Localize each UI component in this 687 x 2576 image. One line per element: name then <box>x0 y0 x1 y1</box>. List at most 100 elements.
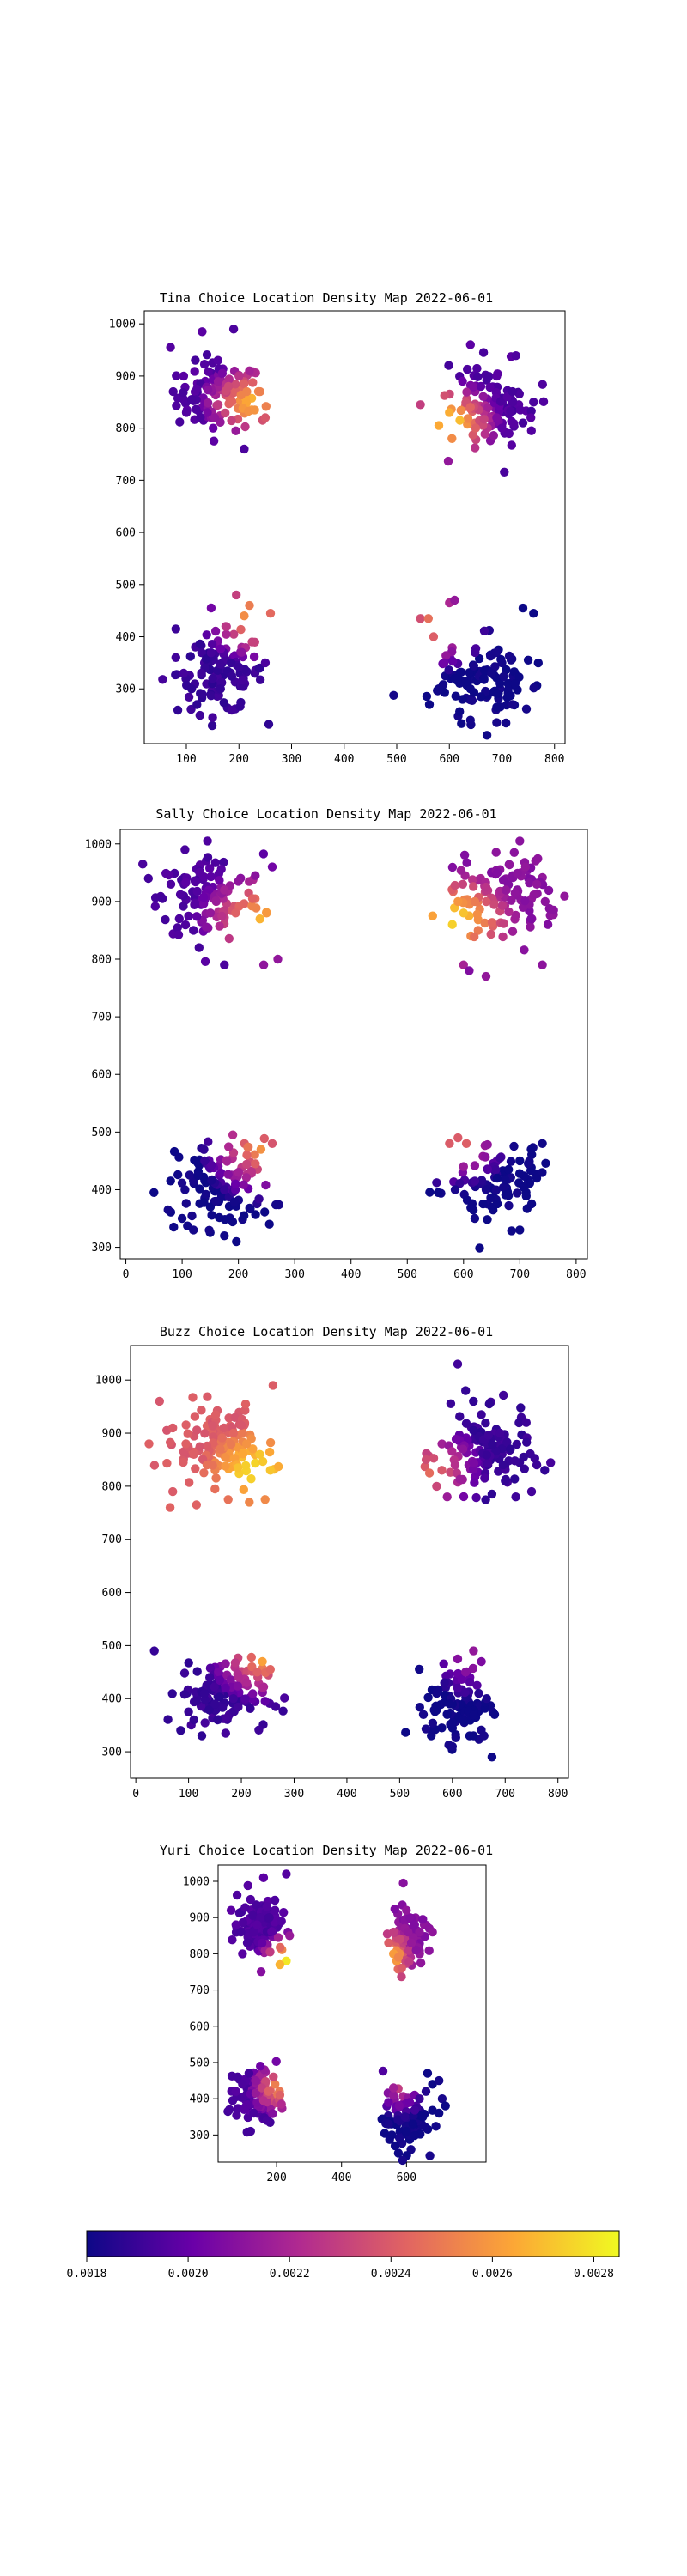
data-point <box>204 1137 213 1146</box>
data-point <box>191 355 200 365</box>
data-point <box>192 1425 202 1435</box>
data-point <box>469 1396 478 1406</box>
data-point <box>262 1902 271 1911</box>
data-point <box>264 720 274 729</box>
data-point <box>455 707 465 716</box>
data-point <box>188 1393 198 1402</box>
data-point <box>247 894 258 903</box>
data-point <box>526 406 536 416</box>
data-point <box>465 715 475 725</box>
data-point <box>173 930 184 939</box>
data-point <box>495 1153 505 1163</box>
data-point <box>467 1199 477 1208</box>
data-point <box>185 1478 194 1487</box>
data-point <box>240 1211 249 1220</box>
data-point <box>529 890 538 900</box>
data-point <box>418 2112 428 2122</box>
data-point <box>279 1908 289 1917</box>
y-tick-label: 500 <box>116 579 136 592</box>
data-point <box>180 845 190 854</box>
data-point <box>469 382 478 392</box>
data-point <box>215 1212 224 1223</box>
data-point <box>220 960 229 969</box>
data-point <box>429 1454 439 1463</box>
data-point <box>271 2057 281 2066</box>
data-point <box>378 2066 388 2076</box>
y-tick-label: 1000 <box>85 838 112 851</box>
x-tick-label: 400 <box>331 2172 351 2184</box>
data-point <box>538 380 547 389</box>
data-point <box>248 378 258 387</box>
data-point <box>199 360 210 369</box>
data-point <box>267 1139 277 1149</box>
data-point <box>513 1188 522 1198</box>
data-point <box>507 440 516 450</box>
data-point <box>521 704 532 714</box>
data-point <box>463 364 472 374</box>
data-point <box>468 1663 478 1674</box>
data-point <box>192 1500 201 1510</box>
data-point <box>471 1492 481 1503</box>
data-point <box>181 408 192 417</box>
data-point <box>221 1659 230 1668</box>
data-point <box>209 436 219 446</box>
data-point <box>250 405 259 415</box>
x-axis-ticks: 0 100 200 300 400 500 600 700 800 <box>123 1259 587 1281</box>
data-point <box>487 1489 497 1499</box>
data-point <box>525 878 534 888</box>
data-point <box>492 868 502 878</box>
data-point <box>497 901 508 910</box>
data-point <box>472 909 482 920</box>
data-point <box>509 848 519 857</box>
data-point <box>469 1710 478 1720</box>
data-point <box>415 1703 424 1712</box>
data-point <box>458 695 467 704</box>
data-point <box>470 1161 480 1170</box>
data-point <box>180 1185 190 1194</box>
data-point <box>499 1182 508 1193</box>
data-point <box>416 614 425 623</box>
data-point <box>444 361 453 370</box>
data-point <box>532 879 542 890</box>
data-point <box>442 1710 452 1720</box>
data-point <box>184 1658 193 1668</box>
data-point <box>470 1213 480 1224</box>
data-point <box>423 1692 433 1703</box>
data-point <box>193 1170 203 1181</box>
data-point <box>384 1938 393 1947</box>
data-point <box>504 1164 514 1175</box>
data-point <box>526 1145 536 1154</box>
data-point <box>260 413 271 422</box>
data-point <box>149 1188 159 1198</box>
data-point <box>543 920 553 929</box>
data-point <box>404 1957 414 1966</box>
data-point <box>421 2087 431 2096</box>
data-point <box>230 380 240 389</box>
data-point <box>181 1199 191 1208</box>
data-point <box>538 1139 547 1149</box>
data-point <box>234 902 244 911</box>
data-point <box>478 1199 488 1209</box>
data-point <box>506 406 515 416</box>
data-point <box>213 1715 222 1725</box>
data-point <box>481 1185 491 1194</box>
data-point <box>529 398 538 407</box>
data-point <box>211 1196 221 1206</box>
data-point <box>455 1179 465 1188</box>
data-point <box>203 408 212 417</box>
data-point <box>192 384 202 394</box>
data-point <box>529 609 538 618</box>
data-point <box>455 416 465 425</box>
data-point <box>240 1694 250 1704</box>
data-point <box>251 1159 260 1169</box>
y-tick-label: 1000 <box>95 1375 122 1388</box>
data-point <box>544 885 554 896</box>
data-point <box>169 1222 179 1232</box>
chart-title: Buzz Choice Location Density Map 2022-06… <box>160 1324 493 1340</box>
data-point <box>511 1492 520 1502</box>
data-point <box>520 945 529 955</box>
data-point <box>208 673 217 683</box>
y-tick-label: 600 <box>92 1069 112 1082</box>
data-point <box>532 1173 542 1183</box>
data-point <box>198 690 207 699</box>
